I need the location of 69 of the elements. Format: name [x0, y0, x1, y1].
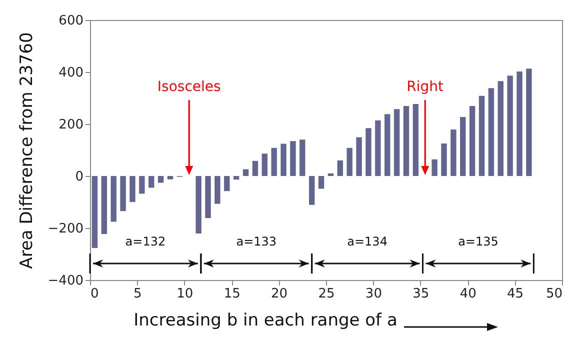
bar [460, 116, 466, 176]
bar [92, 176, 98, 248]
bar [120, 176, 126, 212]
bar [328, 173, 334, 176]
x-tick-label: 45 [507, 286, 524, 302]
bar [280, 144, 286, 176]
bar [252, 160, 258, 176]
bar [158, 176, 164, 183]
x-tick-label: 10 [176, 286, 194, 302]
bar [110, 176, 116, 222]
bar [167, 176, 174, 180]
bar [101, 176, 108, 234]
bar [375, 120, 381, 176]
bar [526, 68, 532, 176]
bar [469, 106, 476, 176]
y-tick-label: 200 [58, 118, 84, 132]
bar [196, 176, 202, 234]
bar [356, 137, 362, 176]
bar [205, 176, 211, 218]
y-tick-label: 0 [75, 170, 84, 184]
x-tick-label: 0 [90, 286, 99, 302]
y-tick-label: −200 [48, 222, 84, 236]
x-tick-label: 25 [318, 286, 335, 302]
annotation: Right [406, 79, 444, 95]
annotation: a=134 [347, 234, 388, 249]
y-axis-title: Area Difference from 23760 [16, 32, 37, 269]
bar [242, 169, 249, 176]
bar [139, 176, 145, 194]
x-axis-title: Increasing b in each range of a [134, 310, 398, 330]
bar [130, 176, 136, 202]
bar [214, 176, 220, 204]
x-tick-label: 40 [460, 286, 476, 302]
y-tick-label: 400 [58, 66, 84, 80]
annotation: Isosceles [157, 79, 221, 95]
y-tick-label: 600 [58, 14, 84, 28]
bar [516, 71, 522, 176]
x-tick-label: 20 [271, 286, 288, 302]
bar [384, 114, 390, 176]
bar [507, 76, 513, 176]
bar [346, 148, 352, 176]
bar [498, 81, 504, 176]
bar [233, 176, 240, 180]
bar [432, 159, 438, 176]
annotation: a=135 [458, 234, 498, 249]
bar [318, 176, 324, 189]
bar [262, 154, 268, 176]
bar [337, 160, 344, 176]
bar [403, 106, 410, 176]
bar [148, 176, 154, 188]
bar [488, 88, 494, 176]
bar [300, 140, 306, 176]
bar [224, 176, 230, 192]
bar [441, 144, 447, 176]
bar [308, 176, 315, 205]
y-tick-label: −400 [48, 274, 84, 288]
bar [394, 109, 400, 176]
x-tick-label: 50 [546, 286, 562, 302]
bar [478, 96, 485, 176]
bar [412, 104, 419, 176]
bar [290, 141, 296, 176]
x-tick-label: 15 [224, 286, 240, 302]
annotation: a=132 [125, 234, 166, 249]
bar [271, 148, 277, 176]
x-tick-label: 35 [412, 286, 430, 302]
x-tick-label: 30 [365, 286, 382, 302]
bar [450, 129, 456, 176]
x-tick-label: 5 [134, 286, 142, 302]
bar [366, 128, 372, 176]
annotation: a=133 [236, 234, 277, 249]
